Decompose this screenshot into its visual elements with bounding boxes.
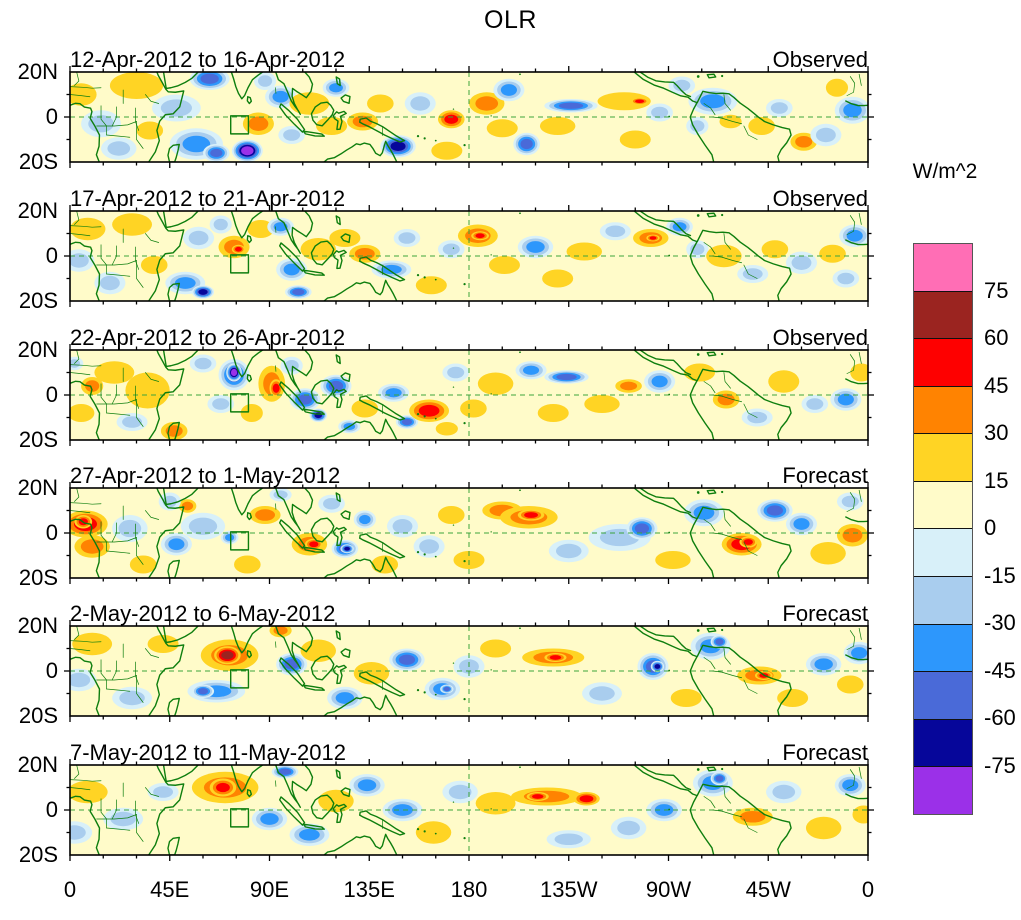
index-region-box <box>231 116 249 134</box>
y-axis-tick-label: 20S <box>18 703 58 728</box>
y-axis-tick-label: 20S <box>18 842 58 867</box>
y-axis-tick-label: 20N <box>17 475 58 500</box>
y-axis-tick-label: 0 <box>45 382 58 407</box>
x-axis-tick-label: 45E <box>150 877 190 902</box>
colorbar-segment <box>914 719 972 768</box>
colorbar-segment <box>914 339 972 387</box>
colorbar-tick-label: 15 <box>984 467 1009 493</box>
index-region-box <box>231 670 249 688</box>
panel-date-range: 7-May-2012 to 11-May-2012 <box>70 740 346 765</box>
x-axis-tick-label: 0 <box>63 877 77 902</box>
y-axis-tick-label: 20N <box>17 198 58 223</box>
panel-type-label: Forecast <box>782 463 868 488</box>
x-axis-tick-label: 90W <box>645 877 692 902</box>
x-axis-tick-label: 135W <box>540 877 598 902</box>
panel-header: 27-Apr-2012 to 1-May-2012 Forecast <box>70 461 868 488</box>
y-axis-tick-label: 20N <box>17 613 58 638</box>
map-panel-svg <box>64 620 874 722</box>
index-region-box <box>231 255 249 273</box>
panel-date-range: 2-May-2012 to 6-May-2012 <box>70 601 336 626</box>
panel-type-label: Forecast <box>782 740 868 765</box>
x-axis-tick-label: 180 <box>450 877 488 902</box>
colorbar-segment <box>914 577 972 625</box>
colorbar-tick-label: -60 <box>984 705 1016 730</box>
y-axis-tick-label: 20N <box>17 337 58 362</box>
index-region-box <box>231 394 249 412</box>
panel-header: 7-May-2012 to 11-May-2012 Forecast <box>70 738 868 765</box>
panel-type-label: Forecast <box>782 601 868 626</box>
y-axis-tick-label: 20S <box>18 427 58 452</box>
panel-date-range: 17-Apr-2012 to 21-Apr-2012 <box>70 186 346 211</box>
colorbar-tick-label: 60 <box>984 325 1009 350</box>
x-axis-tick-label: 135E <box>343 877 395 902</box>
x-axis-tick-label: 90E <box>249 877 290 902</box>
map-panel-svg <box>64 759 874 861</box>
colorbar <box>913 243 973 815</box>
x-axis-tick-label: 0 <box>861 877 875 902</box>
y-axis-tick-label: 0 <box>45 658 58 683</box>
index-region-box <box>231 809 249 827</box>
colorbar-tick-label: -30 <box>984 610 1016 635</box>
panel-type-label: Observed <box>772 47 868 72</box>
colorbar-tick-label: -45 <box>984 657 1016 683</box>
panel-header: 22-Apr-2012 to 26-Apr-2012 Observed <box>70 323 868 350</box>
colorbar-units-label: W/m^2 <box>912 160 978 183</box>
index-region-box <box>231 532 249 550</box>
colorbar-segment <box>914 672 972 720</box>
colorbar-tick-label: -15 <box>984 562 1016 588</box>
y-axis-tick-label: 0 <box>45 797 58 822</box>
panel-header: 2-May-2012 to 6-May-2012 Forecast <box>70 599 868 626</box>
colorbar-segment <box>914 291 972 340</box>
panel-header: 12-Apr-2012 to 16-Apr-2012 Observed <box>70 45 868 72</box>
colorbar-tick-label: 30 <box>984 420 1009 445</box>
panel-date-range: 12-Apr-2012 to 16-Apr-2012 <box>70 47 346 72</box>
panel-type-label: Observed <box>772 325 868 350</box>
colorbar-segment <box>914 767 972 814</box>
y-axis-tick-label: 0 <box>45 243 58 268</box>
colorbar-segment <box>914 434 972 482</box>
x-axis-tick-label: 45W <box>745 877 791 902</box>
y-axis-tick-label: 20N <box>17 59 58 84</box>
colorbar-segment <box>914 386 972 435</box>
map-panel-svg <box>64 344 874 446</box>
colorbar-tick-label: -75 <box>984 752 1016 778</box>
y-axis-tick-label: 0 <box>45 520 58 545</box>
colorbar-segment <box>914 244 972 292</box>
y-axis-tick-label: 20S <box>18 288 58 313</box>
map-panel-svg <box>64 66 874 168</box>
figure-title: OLR <box>484 6 537 34</box>
colorbar-tick-label: 45 <box>984 372 1009 398</box>
panel-date-range: 22-Apr-2012 to 26-Apr-2012 <box>70 325 346 350</box>
colorbar-segment <box>914 481 972 530</box>
panel-header: 17-Apr-2012 to 21-Apr-2012 Observed <box>70 184 868 211</box>
panel-type-label: Observed <box>772 186 868 211</box>
y-axis-tick-label: 0 <box>45 104 58 129</box>
colorbar-segment <box>914 529 972 578</box>
y-axis-tick-label: 20S <box>18 149 58 174</box>
map-panel-svg <box>64 482 874 584</box>
colorbar-segment <box>914 624 972 673</box>
colorbar-tick-label: 0 <box>984 515 997 540</box>
map-panel-svg <box>64 205 874 307</box>
y-axis-tick-label: 20N <box>17 752 58 777</box>
panel-date-range: 27-Apr-2012 to 1-May-2012 <box>70 463 341 488</box>
y-axis-tick-label: 20S <box>18 565 58 590</box>
colorbar-tick-label: 75 <box>984 277 1009 303</box>
